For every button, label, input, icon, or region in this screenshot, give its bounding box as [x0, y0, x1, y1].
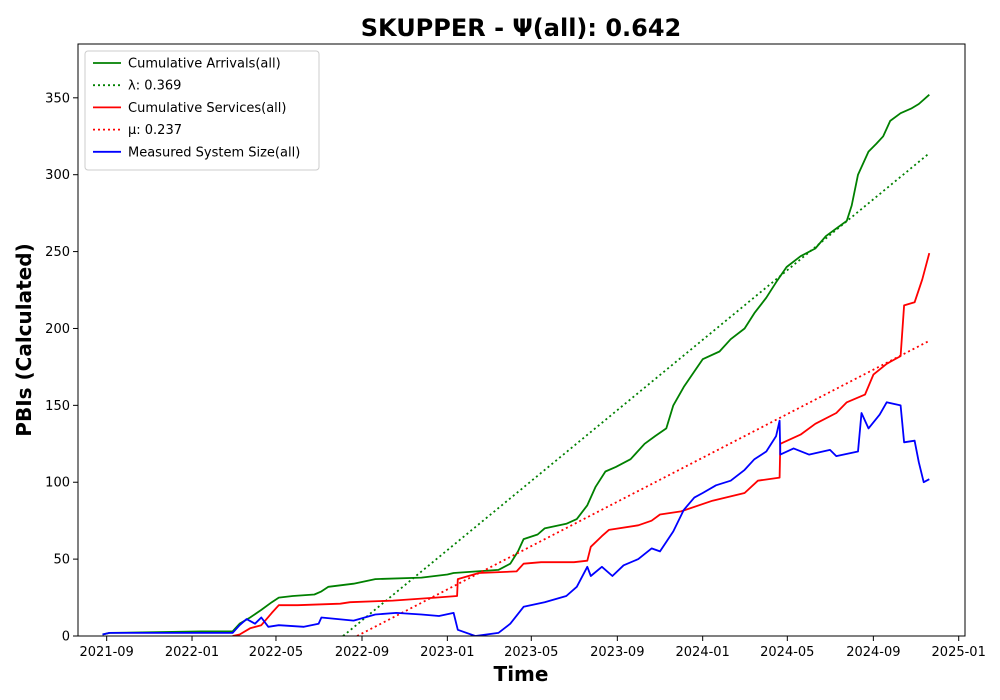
series-line-3 [356, 340, 930, 636]
series-layer [102, 94, 931, 636]
x-tick-label: 2024-09 [846, 645, 900, 660]
legend-label-4: Measured System Size(all) [128, 145, 300, 160]
x-tick-label: 2023-05 [504, 645, 558, 660]
x-tick-label: 2025-01 [932, 645, 986, 660]
x-tick-label: 2021-09 [80, 645, 134, 660]
series-line-4 [102, 401, 930, 636]
legend-label-1: λ: 0.369 [128, 79, 181, 94]
y-tick-label: 200 [45, 322, 70, 337]
y-axis: 0 50 100 150 200 250 300 350 [45, 91, 78, 645]
y-tick-label: 250 [45, 245, 70, 260]
legend-box [84, 50, 320, 171]
series-line-1 [342, 152, 930, 636]
x-tick-label: 2022-01 [165, 645, 219, 660]
x-tick-label: 2023-01 [420, 645, 474, 660]
chart-title: SKUPPER - Ψ(all): 0.642 [361, 14, 682, 42]
x-axis-title: Time [494, 662, 549, 686]
y-tick-label: 100 [45, 476, 70, 491]
plot-area-frame [77, 43, 966, 637]
series-line-2 [232, 252, 931, 636]
x-tick-label: 2022-05 [249, 645, 303, 660]
x-axis: 2021-09 2022-01 2022-05 2022-09 2023-01 2023-… [80, 636, 986, 660]
legend-label-2: Cumulative Services(all) [128, 101, 286, 116]
series-line-0 [102, 94, 930, 636]
y-axis-title: PBIs (Calculated) [12, 243, 36, 436]
y-tick-label: 0 [62, 630, 70, 645]
y-tick-label: 150 [45, 399, 70, 414]
legend: Cumulative Arrivals(all) λ: 0.369 Cumulati… [84, 50, 320, 171]
x-tick-label: 2023-09 [590, 645, 644, 660]
x-tick-label: 2024-05 [760, 645, 814, 660]
legend-label-0: Cumulative Arrivals(all) [128, 57, 281, 72]
x-tick-label: 2024-01 [676, 645, 730, 660]
x-tick-label: 2022-09 [335, 645, 389, 660]
y-tick-label: 50 [53, 553, 70, 568]
y-tick-label: 300 [45, 168, 70, 183]
legend-label-3: μ: 0.237 [128, 123, 182, 138]
y-tick-label: 350 [45, 91, 70, 106]
